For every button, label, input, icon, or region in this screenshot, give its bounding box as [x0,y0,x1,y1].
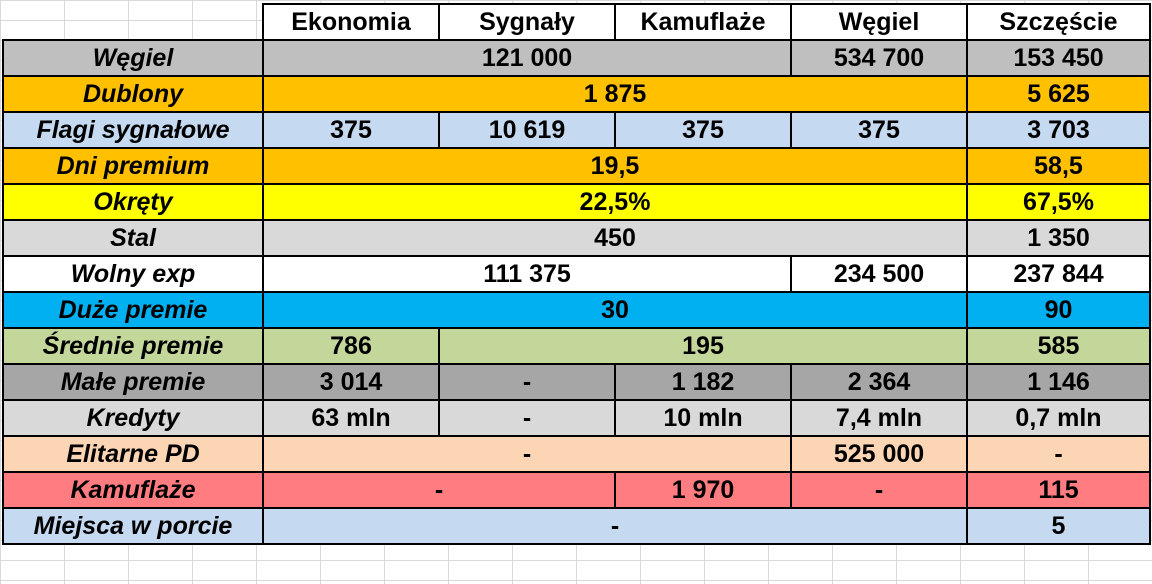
table-cell[interactable]: 5 625 [966,75,1151,113]
table-row: Miejsca w porcie -5 [2,507,1151,545]
table-cell[interactable]: 58,5 [966,147,1151,185]
column-header-sygnaly: Sygnały [438,3,616,41]
table-cell[interactable]: 3 703 [966,111,1151,149]
row-label[interactable]: Małe premie [2,363,264,401]
table-cell[interactable]: 111 375 [262,255,792,293]
column-header-wegiel: Węgiel [790,3,968,41]
table-cell[interactable]: 1 350 [966,219,1151,257]
table-row: Średnie premie 786 195 585 [2,327,1151,365]
table-row: Kredyty 63 mln -10 mln 7,4 mln 0,7 mln [2,399,1151,437]
column-header-ekonomia: Ekonomia [262,3,440,41]
table-cell[interactable]: 90 [966,291,1151,329]
column-header-szczescie: Szczęście [966,3,1151,41]
table-cell[interactable]: 22,5% [262,183,968,221]
table-cell[interactable]: 63 mln [262,399,440,437]
table-row: Dublony 1 875 5 625 [2,75,1151,113]
table-row: Okręty 22,5% 67,5% [2,183,1151,221]
table-cell[interactable]: 2 364 [790,363,968,401]
header-row: Ekonomia Sygnały Kamuflaże Węgiel Szczęś… [3,3,1151,41]
table-cell[interactable]: - [438,363,616,401]
table-cell[interactable]: 0,7 mln [966,399,1151,437]
table-cell[interactable]: 375 [614,111,792,149]
row-label[interactable]: Flagi sygnałowe [2,111,264,149]
corner-cell [3,4,264,41]
table-cell[interactable]: 534 700 [790,39,968,77]
row-label[interactable]: Kamuflaże [2,471,264,509]
table-cell[interactable]: 10 619 [438,111,616,149]
row-label[interactable]: Stal [2,219,264,257]
row-label[interactable]: Duże premie [2,291,264,329]
table-cell[interactable]: - [262,507,968,545]
row-label[interactable]: Dni premium [2,147,264,185]
table-row: Flagi sygnałowe 375 10 619 375 375 3 703 [2,111,1151,149]
table-row: Dni premium 19,5 58,5 [2,147,1151,185]
table-cell[interactable]: 3 014 [262,363,440,401]
table-cell[interactable]: - [966,435,1151,473]
table-cell[interactable]: 30 [262,291,968,329]
table-row: Wolny exp 111 375 234 500 237 844 [2,255,1151,293]
table-cell[interactable]: 786 [262,327,440,365]
table-cell[interactable]: - [262,435,792,473]
table-cell[interactable]: 450 [262,219,968,257]
table-cell[interactable]: 237 844 [966,255,1151,293]
row-label[interactable]: Miejsca w porcie [2,507,264,545]
table-cell[interactable]: - [790,471,968,509]
table-cell[interactable]: - [438,399,616,437]
row-label[interactable]: Węgiel [2,39,264,77]
table-cell[interactable]: 1 970 [614,471,792,509]
table-row: Duże premie 30 90 [2,291,1151,329]
table-cell[interactable]: 19,5 [262,147,968,185]
table-cell[interactable]: 1 146 [966,363,1151,401]
row-label[interactable]: Dublony [2,75,264,113]
table-cell[interactable]: 375 [790,111,968,149]
row-label[interactable]: Okręty [2,183,264,221]
table-cell[interactable]: 7,4 mln [790,399,968,437]
table-row: Węgiel 121 000 534 700 153 450 [2,39,1151,77]
table-cell[interactable]: 1 875 [262,75,968,113]
table-cell[interactable]: 1 182 [614,363,792,401]
column-header-kamuflaze: Kamuflaże [614,3,792,41]
table-row: Kamuflaże -1 970-115 [2,471,1151,509]
table-cell[interactable]: 585 [966,327,1151,365]
table-cell[interactable]: 375 [262,111,440,149]
rewards-table: Ekonomia Sygnały Kamuflaże Węgiel Szczęś… [2,3,1151,545]
table-cell[interactable]: - [262,471,616,509]
table-cell[interactable]: 10 mln [614,399,792,437]
table-row: Stal 450 1 350 [2,219,1151,257]
table-cell[interactable]: 153 450 [966,39,1151,77]
row-label[interactable]: Elitarne PD [2,435,264,473]
table-cell[interactable]: 121 000 [262,39,792,77]
table-cell[interactable]: 5 [966,507,1151,545]
table-body: Węgiel 121 000 534 700 153 450 Dublony 1 875 5… [2,39,1151,545]
table-cell[interactable]: 234 500 [790,255,968,293]
table-cell[interactable]: 115 [966,471,1151,509]
row-label[interactable]: Średnie premie [2,327,264,365]
table-cell[interactable]: 525 000 [790,435,968,473]
row-label[interactable]: Wolny exp [2,255,264,293]
row-label[interactable]: Kredyty [2,399,264,437]
table-row: Małe premie 3 014-1 182 2 364 1 146 [2,363,1151,401]
table-cell[interactable]: 67,5% [966,183,1151,221]
table-row: Elitarne PD -525 000- [2,435,1151,473]
table-cell[interactable]: 195 [438,327,968,365]
